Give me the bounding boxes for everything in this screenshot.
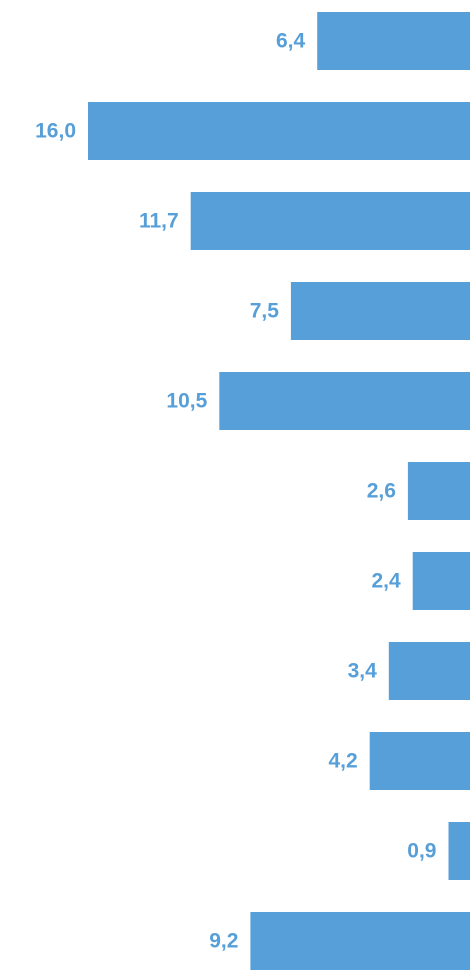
bar <box>369 732 470 790</box>
bar-value-label: 16,0 <box>35 120 76 143</box>
bar-value-label: 2,4 <box>371 570 401 593</box>
bar <box>219 372 470 430</box>
bar <box>250 912 470 970</box>
bar-value-label: 10,5 <box>166 390 207 413</box>
bar <box>88 102 470 160</box>
bar-value-label: 7,5 <box>250 300 280 323</box>
bar <box>290 282 470 340</box>
bar-value-label: 3,4 <box>348 660 378 683</box>
bar <box>317 12 470 70</box>
bar <box>190 192 470 250</box>
bar <box>412 552 470 610</box>
bar-value-label: 9,2 <box>209 930 238 953</box>
bar <box>448 822 470 880</box>
bar-value-label: 0,9 <box>407 840 436 863</box>
bar-value-label: 2,6 <box>367 480 396 503</box>
bar-value-label: 11,7 <box>139 210 179 233</box>
bar <box>388 642 470 700</box>
bar-value-label: 4,2 <box>328 750 357 773</box>
bar <box>407 462 470 520</box>
bar-value-label: 6,4 <box>276 30 306 53</box>
